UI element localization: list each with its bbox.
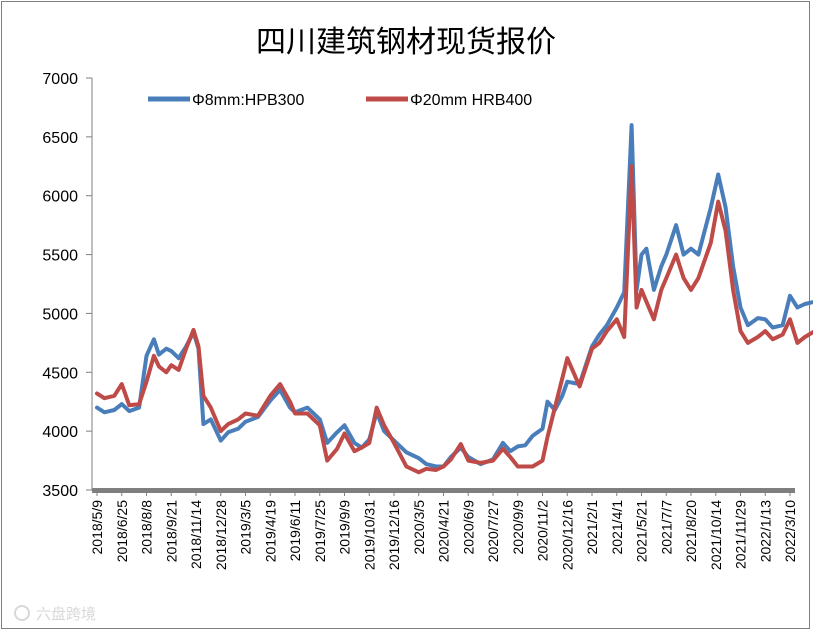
x-tick-label: 2020/9/9 [510,500,526,555]
x-tick-label: 2019/9/9 [337,500,353,555]
watermark-text: 六盘跨境 [36,605,96,623]
x-tick-label: 2018/12/28 [213,500,229,570]
y-tick-label: 6500 [42,130,78,147]
legend-label-2: Φ20mm HRB400 [410,92,532,109]
x-tick-label: 2019/7/25 [312,500,328,562]
y-tick-label: 5000 [42,306,78,323]
x-tick-label: 2019/6/11 [287,500,303,561]
x-tick-label: 2020/6/9 [460,500,476,555]
x-tick-label: 2020/7/27 [485,500,501,562]
legend-label-1: Φ8mm:HPB300 [192,92,304,109]
x-tick-label: 2019/12/16 [386,500,402,570]
x-tick-label: 2020/3/5 [411,500,427,555]
x-tick-label: 2021/7/7 [658,500,674,555]
y-tick-label: 6000 [42,189,78,206]
x-tick-label: 2020/11/2 [535,500,551,561]
x-tick-label: 2021/8/20 [683,500,699,562]
x-tick-label: 2019/4/19 [262,500,278,562]
x-axis: 2018/5/9 2018/6/25 2018/8/8 2018/9/21 2018/1… [89,488,798,570]
x-tick-label: 2021/5/21 [634,500,650,562]
watermark-logo-icon [14,605,30,621]
series-line-2 [95,164,813,475]
x-tick-label: 2021/4/1 [609,500,625,555]
legend: Φ8mm:HPB300 Φ20mm HRB400 [148,92,532,109]
x-tick-label: 2018/5/9 [89,500,105,555]
y-tick-label: 5500 [42,248,78,265]
x-tick-label: 2020/12/16 [559,500,575,570]
x-tick-label: 2019/3/5 [238,500,254,555]
x-tick-label: 2018/6/25 [114,500,130,562]
watermark: 六盘跨境 [14,605,96,623]
chart-title: 四川建筑钢材现货报价 [256,25,556,60]
x-tick-label: 2018/11/14 [188,500,204,569]
x-tick-label: 2018/9/21 [163,500,179,562]
y-tick-label: 4000 [42,424,78,441]
series-layer [95,123,813,475]
x-tick-label: 2018/8/8 [139,500,155,555]
series-line-1 [95,123,813,469]
x-tick-label: 2021/10/14 [708,500,724,570]
x-tick-label: 2022/3/10 [782,500,798,562]
y-tick-label: 7000 [42,71,78,88]
x-tick-label: 2022/1/13 [757,500,773,562]
y-tick-label: 3500 [42,483,78,500]
y-tick-label: 4500 [42,365,78,382]
x-tick-label: 2020/4/21 [436,500,452,562]
y-axis: 3500 4000 4500 5000 5500 6000 6500 7000 [42,71,93,500]
x-tick-label: 2021/2/1 [584,500,600,555]
x-tick-label: 2021/11/29 [733,500,749,569]
x-tick-label: 2019/10/31 [361,500,377,570]
